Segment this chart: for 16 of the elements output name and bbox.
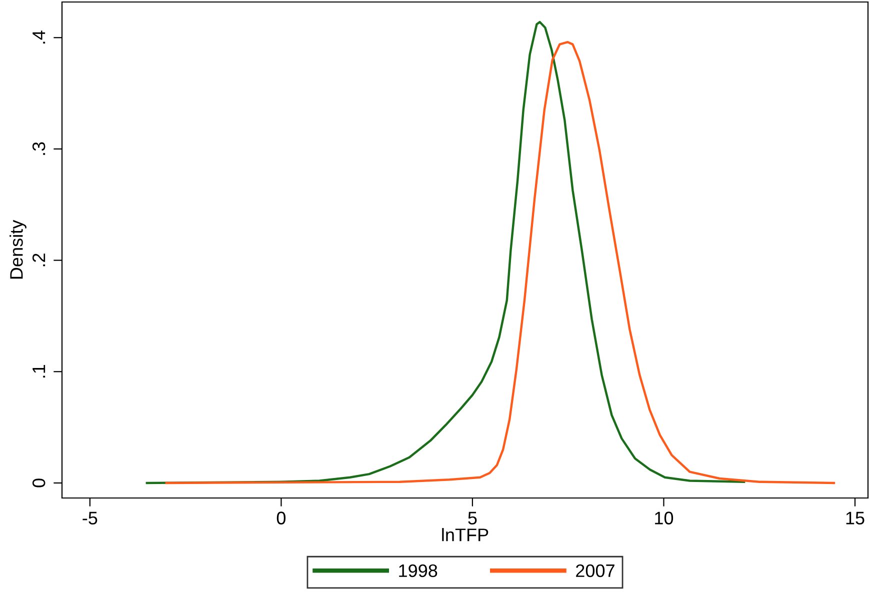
x-tick-label: 0 (276, 512, 286, 524)
y-tick-label: .3 (32, 142, 46, 155)
legend-label: 2007 (576, 564, 614, 578)
x-tick-label: 5 (468, 512, 477, 524)
x-tick-label: -5 (82, 512, 98, 524)
y-tick-label: .4 (32, 30, 46, 44)
line-series (165, 40, 836, 484)
y-tick-label: .2 (32, 254, 46, 266)
y-axis-title: Density (10, 220, 26, 279)
line-series (146, 20, 746, 484)
x-axis-title: lnTFP (442, 528, 488, 542)
y-tick-label: .1 (32, 364, 46, 378)
x-tick-label: 15 (846, 512, 864, 524)
y-tick-label: 0 (32, 478, 46, 488)
x-tick-label: 10 (655, 512, 674, 524)
legend-label: 1998 (399, 564, 438, 578)
